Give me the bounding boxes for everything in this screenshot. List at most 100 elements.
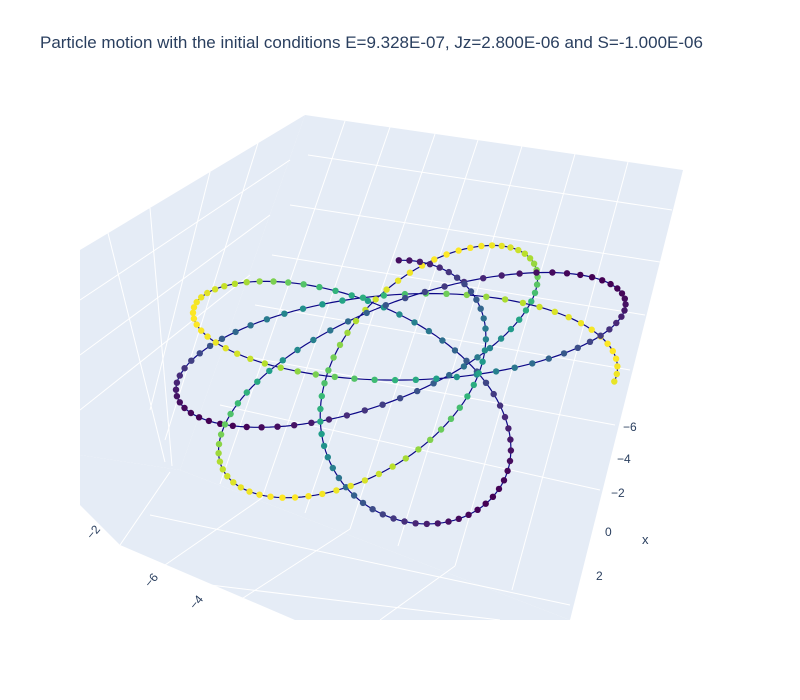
trajectory-point	[475, 370, 482, 377]
trajectory-point	[320, 442, 328, 450]
trajectory-point	[285, 279, 292, 286]
trajectory-point	[176, 372, 183, 379]
grid-line	[79, 214, 271, 356]
trajectory-point	[336, 341, 344, 349]
trajectory-point	[599, 277, 606, 284]
trajectory-point	[256, 491, 263, 498]
trajectory-point	[215, 450, 222, 457]
trajectory-point	[507, 244, 514, 251]
trajectory-point	[431, 256, 438, 263]
trajectory-point	[498, 242, 505, 250]
trajectory-point	[560, 350, 568, 357]
trajectory-point	[369, 506, 376, 513]
trajectory-point	[433, 375, 440, 382]
left-wall-pane	[80, 115, 305, 470]
trajectory-point	[247, 355, 254, 362]
trajectory-point	[229, 422, 236, 429]
trajectory-point	[300, 281, 307, 288]
x-tick-label: −6	[623, 420, 637, 434]
trajectory-point	[621, 295, 628, 302]
trajectory-point	[237, 484, 244, 491]
y-tick-label: −4	[187, 592, 207, 612]
trajectory-point	[611, 378, 618, 385]
x-tick-label: −2	[611, 486, 625, 500]
trajectory-point	[474, 354, 481, 361]
trajectory-point	[173, 379, 181, 386]
trajectory-point	[500, 477, 508, 484]
trajectory-point	[460, 363, 468, 370]
trajectory-point	[230, 479, 237, 486]
trajectory-point	[507, 447, 515, 454]
trajectory-point	[463, 357, 470, 364]
trajectory-point	[480, 275, 487, 282]
trajectory-point	[224, 473, 231, 480]
trajectory-point	[490, 390, 497, 398]
grid-line	[307, 154, 673, 211]
trajectory-point	[299, 305, 307, 312]
trajectory-point	[318, 430, 325, 438]
trajectory-point	[497, 335, 505, 342]
trajectory-point	[266, 367, 273, 375]
trajectory-point	[470, 381, 477, 389]
trajectory-point	[427, 436, 434, 443]
trajectory-point	[375, 470, 383, 478]
trajectory-point	[533, 281, 541, 288]
trajectory-point	[234, 350, 241, 357]
trajectory-point	[294, 368, 301, 375]
trajectory-point	[222, 345, 229, 352]
trajectory-point	[529, 360, 536, 367]
trajectory-point	[261, 360, 268, 367]
trajectory-point	[477, 305, 484, 312]
trajectory-point	[216, 458, 224, 465]
trajectory-point	[443, 290, 450, 297]
grid-line	[379, 565, 456, 621]
grid-line	[79, 159, 291, 301]
chart-title: Particle motion with the initial conditi…	[40, 33, 703, 52]
trajectory-point	[406, 257, 413, 264]
trajectory-point	[380, 292, 388, 299]
trajectory-point	[379, 511, 386, 518]
grid-line	[164, 142, 259, 441]
grid-line	[209, 584, 501, 621]
grid-line	[149, 171, 211, 411]
trajectory-point	[317, 405, 324, 413]
trajectory-point	[506, 457, 514, 465]
trajectory-point	[606, 326, 613, 333]
trajectory-point	[277, 364, 284, 371]
trajectory-point	[256, 278, 263, 285]
trajectory-point	[390, 515, 397, 522]
trajectory-point	[211, 286, 219, 293]
trajectory-point	[319, 301, 326, 308]
trajectory-point	[416, 258, 424, 265]
trajectory-point	[372, 296, 379, 303]
grid-line	[219, 404, 601, 491]
x-axis-title: x	[642, 532, 649, 547]
trajectory-point	[480, 315, 487, 322]
trajectory-point	[359, 294, 367, 301]
trajectory-point	[464, 393, 471, 400]
trajectory-point	[189, 309, 197, 316]
trajectory-point	[526, 255, 534, 262]
grid-line	[261, 126, 391, 499]
trajectory-point	[522, 307, 530, 314]
grid-line	[239, 528, 351, 601]
trajectory-point	[453, 373, 460, 381]
trajectory-point	[597, 332, 604, 339]
trajectory-point	[621, 307, 628, 314]
trajectory-point	[505, 425, 512, 432]
trajectory-point	[395, 257, 402, 264]
trajectory-point	[243, 389, 250, 396]
trajectory-point	[316, 283, 323, 291]
grid-line	[304, 133, 436, 514]
trajectory-point	[446, 371, 453, 379]
trajectory-point	[371, 376, 378, 383]
trajectory-point	[333, 487, 340, 494]
trajectory-point	[254, 378, 261, 385]
trajectory-point	[348, 292, 355, 299]
trajectory-point	[243, 423, 250, 431]
grid-line	[164, 497, 263, 566]
trajectory-point	[501, 296, 509, 303]
trajectory-point	[351, 375, 358, 382]
trajectory-point	[430, 380, 437, 387]
